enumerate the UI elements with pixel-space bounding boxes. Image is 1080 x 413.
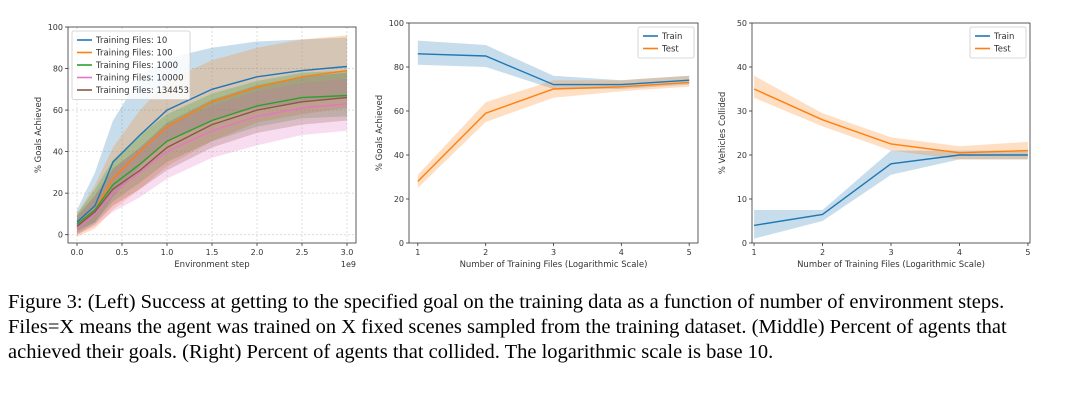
legend-box bbox=[969, 26, 1027, 59]
confidence-band-training-files-134453 bbox=[77, 72, 347, 235]
figure-3: 0.0 0.5 1.0 1.5 2.0 2.5 3.0020406080100Environ… bbox=[34, 19, 1030, 270]
x-axis-multiplier: 1e9 bbox=[341, 260, 356, 269]
x-tick-label: 3 bbox=[551, 248, 556, 257]
legend-entry: Training Files: 1000 bbox=[95, 61, 178, 71]
legend-box bbox=[637, 26, 695, 59]
legend-entry: Training Files: 10 bbox=[95, 36, 167, 46]
legend-entry: Train bbox=[661, 32, 682, 42]
y-tick-label: 100 bbox=[48, 23, 63, 32]
x-tick-label: 3.0 bbox=[341, 248, 354, 257]
series-line-training-files-1000 bbox=[76, 94, 348, 225]
x-tick-label: 2.5 bbox=[296, 248, 309, 257]
legend-entry: Training Files: 10000 bbox=[95, 74, 184, 84]
x-tick-label: 3 bbox=[888, 248, 893, 257]
legend-entry: Training Files: 134453 bbox=[95, 86, 189, 96]
x-axis-label: Number of Training Files (Logarithmic Sc… bbox=[797, 260, 985, 270]
x-tick-label: 1 bbox=[752, 248, 757, 257]
y-tick-label: 100 bbox=[389, 19, 404, 28]
confidence-band-training-files-1000 bbox=[77, 70, 347, 233]
figure-caption: Figure 3: (Left) Success at getting to t… bbox=[8, 291, 1007, 363]
middle-chart: 1 2 3 4 5 0 20 40 60 80 100 Number of Training File… bbox=[375, 19, 699, 270]
legend-entry: Test bbox=[661, 45, 679, 55]
series-line-training-files-100 bbox=[76, 69, 348, 227]
series-line-test bbox=[753, 88, 1028, 154]
y-tick-label: 40 bbox=[53, 148, 63, 157]
x-tick-label: 4 bbox=[619, 248, 624, 257]
y-tick-label: 0 bbox=[58, 231, 63, 240]
x-tick-label: 4 bbox=[957, 248, 962, 257]
confidence-band-training-files-100 bbox=[77, 35, 347, 237]
series-line-training-files-134453 bbox=[76, 96, 348, 227]
y-tick-label: 20 bbox=[737, 151, 747, 160]
y-tick-label: 60 bbox=[394, 107, 404, 116]
x-tick-label: 5 bbox=[1025, 248, 1030, 257]
y-axis-label: % Vehicles Collided bbox=[718, 92, 728, 175]
x-tick-label: 0.0 bbox=[71, 248, 84, 257]
legend-box bbox=[71, 30, 191, 100]
y-tick-label: 60 bbox=[53, 106, 63, 115]
x-tick-label: 1 bbox=[415, 248, 420, 257]
legend-entry: Training Files: 100 bbox=[95, 49, 173, 59]
series-line-test bbox=[417, 81, 690, 182]
y-tick-label: 20 bbox=[394, 195, 404, 204]
y-tick-label: 30 bbox=[737, 107, 747, 116]
series-line-train bbox=[753, 154, 1028, 227]
confidence-band-test bbox=[417, 75, 690, 188]
x-tick-label: 1.0 bbox=[161, 248, 174, 257]
x-tick-label: 2.0 bbox=[251, 248, 264, 257]
left-chart: 0.0 0.5 1.0 1.5 2.0 2.5 3.0 0 20 40 60 80 100 Environ… bbox=[34, 23, 357, 270]
y-tick-label: 80 bbox=[394, 63, 404, 72]
y-tick-label: 40 bbox=[737, 63, 747, 72]
y-tick-label: 80 bbox=[53, 65, 63, 74]
x-axis-label: Environment step bbox=[174, 260, 249, 270]
x-tick-label: 5 bbox=[687, 248, 692, 257]
y-tick-label: 0 bbox=[742, 239, 747, 248]
y-tick-label: 10 bbox=[737, 195, 747, 204]
confidence-band-training-files-10000 bbox=[77, 78, 347, 235]
y-axis-label: % Goals Achieved bbox=[34, 97, 44, 173]
series-line-train bbox=[417, 53, 690, 86]
x-tick-label: 2 bbox=[820, 248, 825, 257]
x-tick-label: 0.5 bbox=[116, 248, 129, 257]
confidence-band-train bbox=[754, 150, 1028, 239]
y-tick-label: 0 bbox=[399, 239, 404, 248]
y-tick-label: 50 bbox=[737, 19, 747, 28]
confidence-band-test bbox=[754, 75, 1028, 160]
y-tick-label: 20 bbox=[53, 189, 63, 198]
x-axis-label: Number of Training Files (Logarithmic Sc… bbox=[460, 260, 648, 270]
confidence-band-train bbox=[417, 40, 690, 89]
series-line-training-files-10000 bbox=[76, 103, 348, 230]
series-line-training-files-10 bbox=[76, 65, 348, 223]
x-tick-label: 1.5 bbox=[206, 248, 219, 257]
legend-entry: Train bbox=[993, 32, 1014, 42]
y-axis-label: % Goals Achieved bbox=[375, 95, 385, 171]
legend-entry: Test bbox=[993, 45, 1011, 55]
y-tick-label: 40 bbox=[394, 151, 404, 160]
x-tick-label: 2 bbox=[483, 248, 488, 257]
